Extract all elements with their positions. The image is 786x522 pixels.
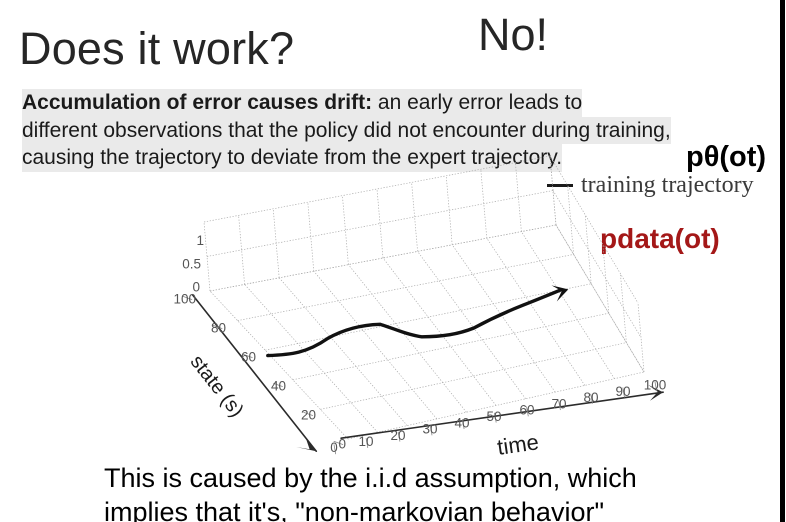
svg-text:60: 60	[241, 350, 256, 365]
svg-text:20: 20	[390, 428, 405, 443]
svg-text:state (s): state (s)	[186, 351, 248, 421]
svg-text:0.5: 0.5	[182, 257, 201, 272]
svg-text:0: 0	[330, 440, 338, 455]
svg-text:100: 100	[644, 378, 667, 393]
svg-text:80: 80	[583, 390, 598, 405]
svg-text:0: 0	[338, 437, 346, 452]
svg-text:time: time	[496, 429, 541, 460]
svg-text:60: 60	[519, 403, 534, 418]
svg-text:30: 30	[422, 422, 437, 437]
svg-text:70: 70	[551, 397, 566, 412]
svg-text:20: 20	[301, 408, 316, 423]
svg-text:80: 80	[211, 321, 226, 336]
svg-text:100: 100	[173, 292, 196, 307]
svg-text:10: 10	[358, 434, 373, 449]
svg-text:50: 50	[486, 409, 501, 424]
svg-text:40: 40	[271, 379, 286, 394]
svg-text:90: 90	[615, 384, 630, 399]
svg-text:1: 1	[196, 233, 204, 248]
svg-text:40: 40	[454, 416, 469, 431]
